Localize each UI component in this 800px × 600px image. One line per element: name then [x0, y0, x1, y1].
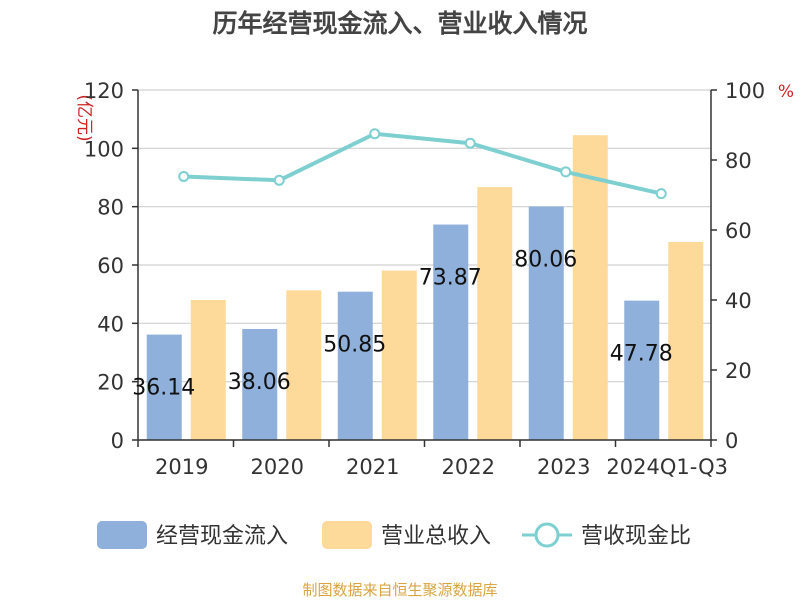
left-tick-label: 80 [97, 196, 124, 220]
x-tick-label: 2022 [442, 455, 495, 479]
source-note: 制图数据来自恒生聚源数据库 [302, 581, 497, 599]
ratio-point [178, 170, 190, 182]
ratio-line-path [183, 131, 662, 196]
bar-revenue [572, 135, 608, 441]
ratio-point [369, 128, 381, 140]
ratio-point [464, 137, 476, 149]
bar-revenue [190, 300, 226, 440]
data-label-cash-inflow: 36.14 [132, 376, 195, 401]
bar-revenue [381, 270, 417, 440]
right-tick-label: 20 [725, 359, 752, 383]
bar-cash-inflow [528, 206, 564, 440]
bar-cash-inflow [242, 328, 278, 440]
right-axis-unit: % [778, 82, 794, 102]
x-tick-label: 2021 [346, 455, 399, 479]
ratio-point [655, 188, 667, 200]
data-label-cash-inflow: 80.06 [514, 247, 577, 272]
x-tick-label: 2020 [251, 455, 304, 479]
bar-revenue [286, 290, 322, 440]
data-label-cash-inflow: 73.87 [419, 266, 482, 291]
right-tick-label: 40 [725, 289, 752, 313]
x-tick-label: 2019 [155, 455, 208, 479]
right-tick-label: 0 [725, 429, 738, 453]
legend-label-ratio: 营收现金比 [581, 524, 691, 549]
data-labels: 36.14 38.06 50.85 73.87 80.06 47.78 [132, 247, 672, 400]
right-tick-label: 100 [725, 79, 765, 103]
bar-cash-inflow [433, 224, 469, 440]
tick-labels: 0 20 40 60 80 100 120 0 20 40 60 80 100 2019 2020 2021 2… [84, 79, 765, 479]
legend-marker-ratio [534, 522, 560, 548]
ratio-line [178, 128, 667, 200]
left-tick-label: 0 [111, 429, 124, 453]
right-tick-label: 60 [725, 219, 752, 243]
ratio-point [560, 166, 572, 178]
data-label-cash-inflow: 50.85 [323, 333, 386, 358]
legend: 经营现金流入 营业总收入 营收现金比 [97, 521, 691, 549]
data-label-cash-inflow: 47.78 [610, 342, 673, 367]
axes [132, 89, 717, 447]
bar-cash-inflow [146, 334, 182, 440]
bars [146, 135, 704, 441]
bar-revenue [668, 241, 704, 440]
bar-revenue [477, 187, 513, 440]
left-tick-label: 100 [84, 137, 124, 161]
data-label-cash-inflow: 38.06 [228, 370, 291, 395]
x-tick-label: 2023 [537, 455, 590, 479]
left-axis-unit: (亿元) [74, 94, 94, 141]
left-tick-label: 120 [84, 79, 124, 103]
chart-title: 历年经营现金流入、营业收入情况 [212, 9, 587, 38]
left-tick-label: 40 [97, 312, 124, 336]
legend-swatch-cash-inflow [97, 521, 147, 549]
x-tick-label: 2024Q1-Q3 [606, 455, 728, 479]
ratio-point [273, 174, 285, 186]
legend-label-revenue: 营业总收入 [381, 524, 491, 549]
left-tick-label: 20 [97, 371, 124, 395]
legend-label-cash-inflow: 经营现金流入 [156, 524, 288, 549]
bar-cash-inflow [337, 291, 373, 440]
bar-cash-inflow [624, 300, 660, 440]
legend-swatch-revenue [322, 521, 372, 549]
right-tick-label: 80 [725, 149, 752, 173]
left-tick-label: 60 [97, 254, 124, 278]
